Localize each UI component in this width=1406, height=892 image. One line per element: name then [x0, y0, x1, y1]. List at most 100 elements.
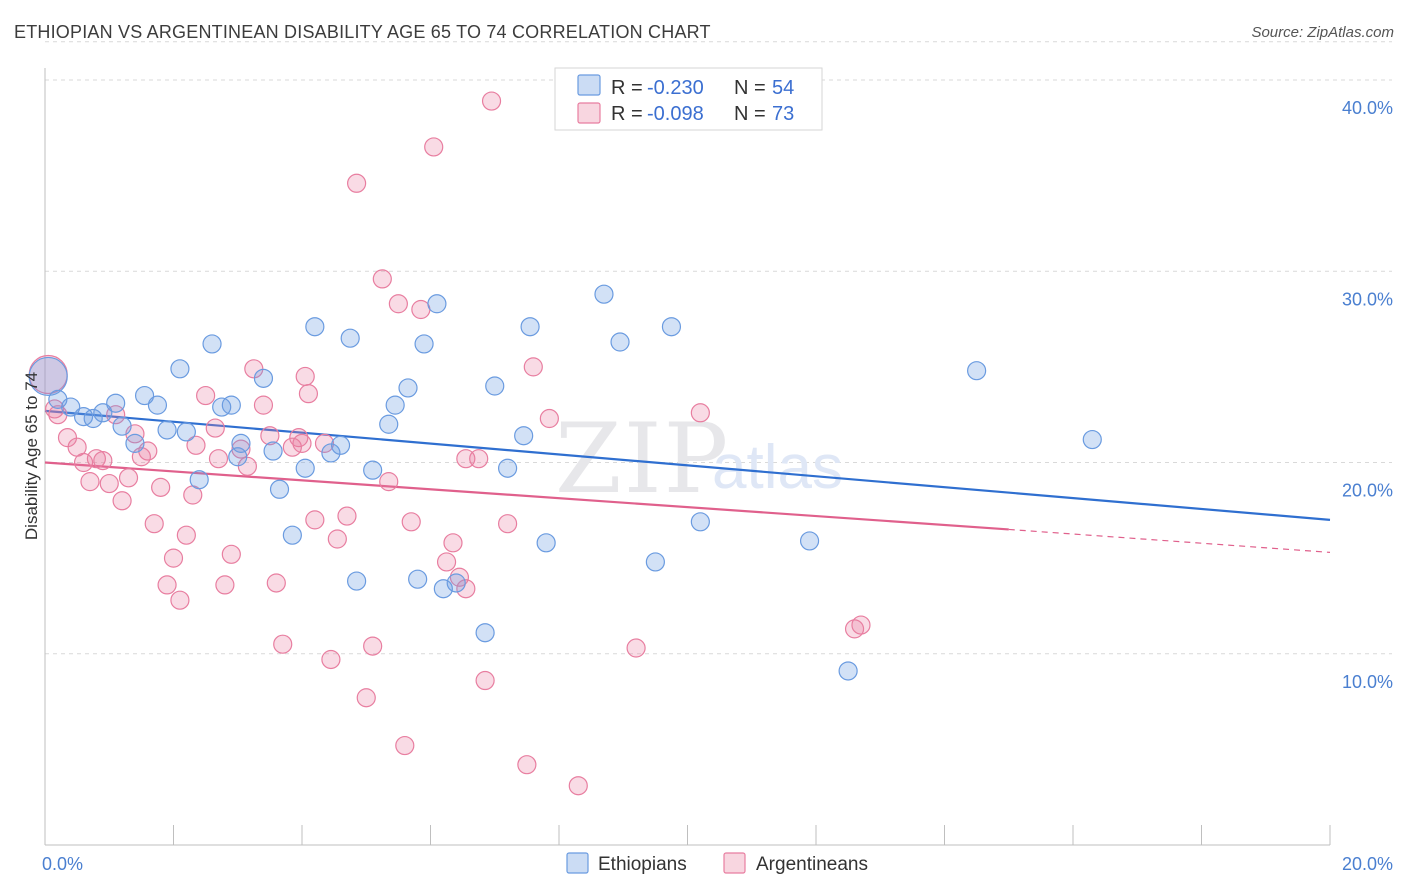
point-ethiopians	[398, 378, 418, 398]
point-ethiopians	[379, 414, 399, 434]
point-ethiopians	[282, 525, 302, 545]
point-ethiopians	[427, 294, 447, 314]
point-ethiopians	[536, 533, 556, 553]
axes	[44, 68, 1331, 846]
point-argentineans	[436, 552, 457, 572]
x-tick-label: 20.0%	[1342, 854, 1393, 874]
point-ethiopians	[347, 571, 367, 591]
point-ethiopians	[645, 552, 665, 572]
point-ethiopians	[253, 368, 274, 388]
bottom-legend-swatch-argentineans	[723, 852, 746, 874]
point-argentineans	[481, 91, 502, 111]
point-ethiopians	[610, 332, 630, 352]
legend-r-label-ethiopians: R =	[611, 77, 643, 99]
source-label: Source: ZipAtlas.com	[1251, 24, 1394, 41]
point-argentineans	[347, 173, 367, 193]
point-argentineans	[626, 638, 646, 658]
legend-swatch-argentineans	[577, 102, 601, 124]
point-ethiopians	[212, 397, 232, 417]
point-argentineans	[523, 357, 543, 377]
point-argentineans	[337, 506, 357, 526]
point-ethiopians	[594, 284, 614, 304]
y-tick-label: 40.0%	[1342, 98, 1393, 118]
point-argentineans	[151, 477, 171, 497]
point-ethiopians	[799, 531, 820, 551]
point-argentineans	[260, 426, 280, 446]
point-ethiopians	[498, 458, 518, 478]
legend-n-value-ethiopians: 54	[772, 77, 794, 99]
point-argentineans	[144, 514, 164, 534]
point-ethiopians	[520, 317, 540, 337]
point-argentineans	[443, 533, 463, 553]
bottom-legend-swatch-ethiopians	[566, 852, 589, 874]
point-argentineans	[568, 776, 588, 796]
y-tick-labels: 10.0% 20.0% 30.0% 40.0%	[1342, 98, 1393, 692]
trend-line-ethiopians	[44, 409, 1331, 521]
point-ethiopians	[340, 328, 360, 348]
point-argentineans	[215, 575, 235, 595]
point-argentineans	[73, 452, 94, 473]
point-ethiopians	[106, 393, 126, 413]
point-argentineans	[475, 670, 495, 691]
point-argentineans	[469, 449, 489, 469]
point-argentineans	[253, 395, 274, 415]
point-argentineans	[295, 366, 315, 387]
point-ethiopians	[414, 334, 434, 354]
point-ethiopians	[330, 435, 351, 455]
point-argentineans	[517, 755, 537, 775]
point-ethiopians	[305, 317, 325, 337]
point-argentineans	[424, 137, 444, 157]
point-argentineans	[221, 544, 241, 564]
bottom-legend-ethiopians: Ethiopians	[598, 854, 687, 875]
point-ethiopians	[295, 458, 315, 478]
x-tick-labels: 0.0% 20.0%	[42, 854, 1393, 874]
point-argentineans	[327, 529, 347, 549]
legend-n-label-argentineans: N =	[734, 103, 766, 125]
point-ethiopians	[321, 443, 341, 463]
point-ethiopians	[93, 403, 113, 423]
point-argentineans	[401, 512, 421, 532]
point-argentineans	[186, 435, 206, 455]
point-argentineans	[456, 579, 476, 599]
point-argentineans	[80, 472, 100, 492]
point-ethiopians	[661, 317, 682, 337]
point-ethiopians	[73, 407, 94, 427]
point-argentineans	[282, 437, 302, 457]
point-argentineans	[449, 567, 470, 587]
bottom-legend-argentineans: Argentineans	[756, 854, 868, 875]
point-ethiopians	[157, 420, 177, 440]
watermark-atlas: atlas	[712, 433, 843, 502]
point-argentineans	[99, 473, 119, 494]
point-argentineans	[314, 433, 335, 453]
legend-r-value-ethiopians: -0.230	[647, 77, 704, 99]
point-argentineans	[411, 299, 431, 320]
point-argentineans	[539, 408, 559, 429]
point-ethiopians	[202, 334, 222, 354]
point-argentineans	[196, 385, 216, 406]
point-argentineans	[170, 590, 190, 610]
point-argentineans	[93, 450, 113, 471]
point-argentineans	[208, 449, 229, 469]
bottom-legend: Ethiopians Argentineans	[566, 852, 868, 875]
point-argentineans	[273, 634, 293, 654]
point-argentineans	[690, 403, 710, 423]
point-argentineans	[372, 269, 392, 289]
point-ethiopians	[176, 422, 196, 442]
point-ethiopians	[269, 479, 290, 499]
point-argentineans	[163, 548, 184, 568]
point-ethiopians	[125, 433, 145, 453]
point-argentineans	[266, 573, 286, 593]
point-ethiopians	[112, 416, 132, 436]
point-ethiopians	[221, 395, 241, 415]
legend: R = -0.230 N = 54 R = -0.098 N = 73	[554, 67, 823, 131]
point-ethiopians	[838, 661, 858, 681]
point-ethiopians	[61, 397, 81, 417]
chart-title: ETHIOPIAN VS ARGENTINEAN DISABILITY AGE …	[14, 22, 711, 42]
data-points	[28, 91, 1102, 796]
point-ethiopians	[170, 359, 190, 379]
gridlines	[45, 41, 1392, 655]
legend-swatch-ethiopians	[577, 74, 601, 96]
trend-line-argentineans-dashed	[1008, 528, 1331, 553]
legend-r-value-argentineans: -0.098	[647, 103, 704, 125]
